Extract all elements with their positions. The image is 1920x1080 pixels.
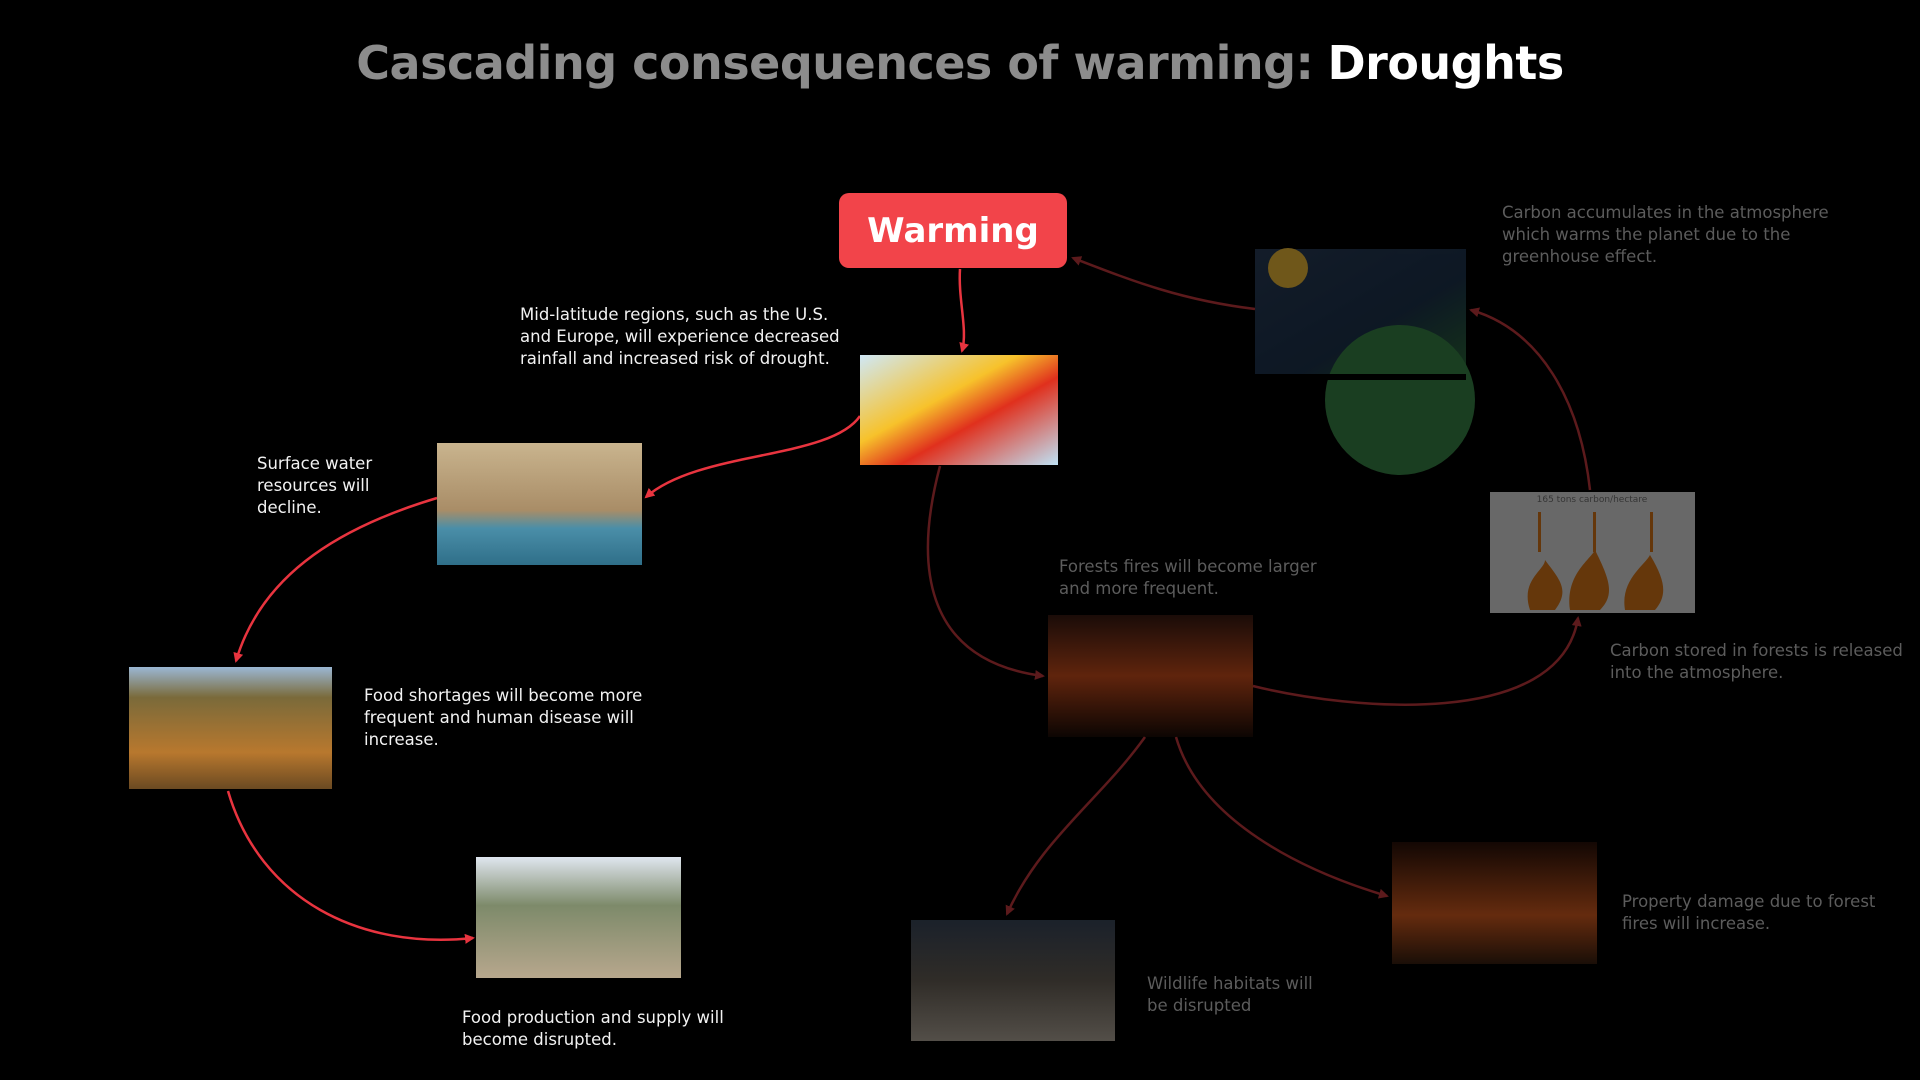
greenhouse-image [1255,249,1466,374]
caption-line: be disrupted [1147,996,1252,1015]
caption-line: become disrupted. [462,1030,617,1049]
earth [1325,325,1475,475]
caption-line: fires will increase. [1622,914,1771,933]
caption-line: into the atmosphere. [1610,663,1784,682]
caption-line: Wildlife habitats will [1147,974,1313,993]
caption-line: Carbon accumulates in the atmosphere [1502,203,1829,222]
caption: Mid-latitude regions, such as the U.S. an… [520,304,840,370]
caption-line: and more frequent. [1059,579,1219,598]
arrow [1005,736,1147,916]
arrow [1469,307,1592,491]
caption: Carbon stored in forests is released into… [1610,640,1903,684]
caption-line: Surface water [257,454,373,473]
fire-image [1048,615,1253,737]
arrow [1071,256,1256,311]
caption-line: Food shortages will become more [364,686,643,705]
caption: Forests fires will become larger and more… [1059,556,1317,600]
corn-image [129,667,332,789]
arrow [958,268,970,353]
caption-line: Property damage due to forest [1622,892,1876,911]
carbon-flames [1527,512,1664,610]
map-image [860,355,1058,465]
arrow [644,415,862,499]
arrows-bright [226,268,970,944]
caption-line: frequent and human disease will [364,708,634,727]
title: Cascading consequences of warming: Drough… [0,36,1920,90]
caption-line: which warms the planet due to the [1502,225,1791,244]
caption-line: Food production and supply will [462,1008,724,1027]
title-emphasis: Droughts [1327,36,1564,90]
caption-line: increase. [364,730,439,749]
caption: Food shortages will become more frequent … [364,685,642,751]
caption-line: decline. [257,498,322,517]
root-node: Warming [839,193,1067,268]
arrow [226,790,475,944]
wildlife-image [911,920,1115,1041]
caption: Property damage due to forest fires will … [1622,891,1875,935]
caption: Food production and supply will become di… [462,1007,724,1051]
sun [1268,248,1308,288]
arrow [1252,616,1582,706]
carbon-image [1490,492,1695,613]
caption-line: Forests fires will become larger [1059,557,1317,576]
caption: Wildlife habitats will be disrupted [1147,973,1313,1017]
caption: Carbon accumulates in the atmosphere whic… [1502,202,1829,268]
caption-line: and Europe, will experience decreased [520,327,840,346]
caption: Surface water resources will decline. [257,453,372,519]
food-aid-image [476,857,681,978]
dam-image [437,443,642,565]
caption-line: Mid-latitude regions, such as the U.S. [520,305,829,324]
dim-images: 165 tons carbon/hectare [911,248,1695,1041]
caption-line: greenhouse effect. [1502,247,1658,266]
arrow [233,496,438,663]
caption-line: resources will [257,476,370,495]
arrows-dim [926,256,1592,916]
title-lead: Cascading consequences of warming: [356,36,1314,90]
arrow [1174,736,1389,899]
image-caption: 165 tons carbon/hectare [1537,495,1648,505]
caption-line: rainfall and increased risk of drought. [520,349,830,368]
arrow [926,465,1045,680]
caption-line: Carbon stored in forests is released [1610,641,1903,660]
property-image [1392,842,1597,964]
